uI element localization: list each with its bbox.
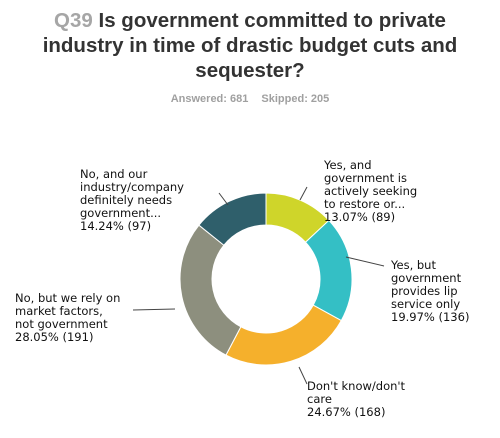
leader-line-yes_lip	[345, 256, 385, 267]
slice-label-line: service only	[391, 297, 460, 311]
slice-label-line: provides lip	[391, 284, 458, 298]
slice-label-yes_restore: Yes, and government is actively seeking to …	[323, 158, 417, 224]
slice-label-line: definitely needs	[80, 193, 172, 207]
slice-label-line: 24.67% (168)	[307, 405, 385, 419]
slice-label-line: No, but we rely on	[15, 291, 120, 305]
response-stats: Answered: 681 Skipped: 205	[0, 93, 500, 105]
title-line-1: Is government committed to private	[98, 9, 446, 32]
slice-dont_know	[225, 304, 342, 366]
leader-line-no_needs	[218, 192, 229, 206]
skipped-count: Skipped: 205	[261, 93, 330, 105]
slice-label-line: industry/company	[80, 180, 184, 194]
slice-label-line: government	[391, 271, 462, 285]
slice-label-no_market: No, but we rely on market factors, not gov…	[15, 291, 120, 344]
leader-line-yes_restore	[299, 186, 308, 201]
slice-label-line: market factors,	[15, 304, 103, 318]
slice-label-line: Yes, and	[323, 158, 372, 172]
title-line-3: sequester?	[195, 59, 305, 82]
slice-label-line: Yes, but	[390, 258, 436, 272]
slice-label-line: 28.05% (191)	[15, 330, 93, 344]
slice-label-line: to restore or...	[324, 197, 405, 211]
slice-label-dont_know: Don't know/don't care 24.67% (168)	[307, 379, 406, 419]
slice-label-yes_lip: Yes, but government provides lip service on…	[390, 258, 469, 324]
chart-title: Q39 Is government committed to private i…	[0, 8, 500, 83]
leader-line-dont_know	[298, 366, 308, 385]
slice-no_market	[179, 224, 242, 356]
slice-label-line: not government	[15, 317, 108, 331]
slice-label-line: Don't know/don't	[307, 379, 406, 393]
leader-line-no_market	[132, 308, 176, 311]
question-number: Q39	[54, 9, 93, 32]
slice-label-line: No, and our	[80, 167, 148, 181]
slice-label-line: government...	[80, 206, 161, 220]
answered-count: Answered: 681	[170, 93, 249, 105]
slice-label-line: 19.97% (136)	[391, 310, 469, 324]
slice-label-no_needs: No, and our industry/company definitely ne…	[80, 167, 184, 233]
slice-label-line: actively seeking	[324, 184, 417, 198]
slice-label-line: government is	[324, 171, 407, 185]
slice-no_needs	[198, 192, 267, 246]
slice-label-line: 14.24% (97)	[80, 219, 151, 233]
slice-label-line: care	[307, 392, 332, 406]
title-line-2: industry in time of drastic budget cuts …	[42, 34, 458, 57]
slice-label-line: 13.07% (89)	[324, 210, 395, 224]
